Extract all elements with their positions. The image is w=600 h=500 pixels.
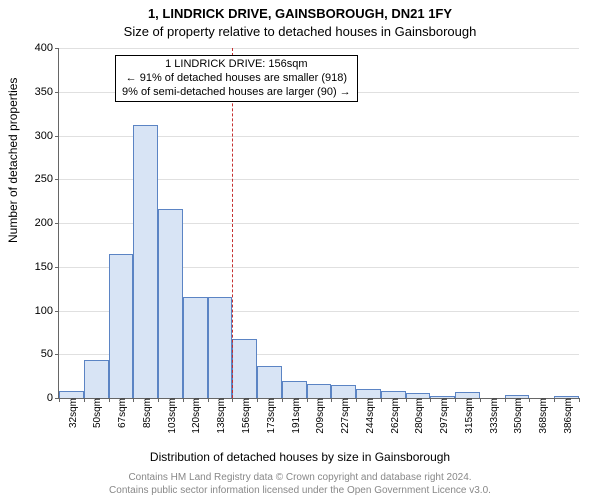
annotation-line: 1 LINDRICK DRIVE: 156sqm	[122, 58, 351, 72]
xtick-mark	[406, 398, 407, 402]
xtick-mark	[356, 398, 357, 402]
annotation-box: 1 LINDRICK DRIVE: 156sqm← 91% of detache…	[115, 55, 358, 102]
histogram-bar	[183, 297, 208, 398]
histogram-bar	[307, 384, 332, 398]
histogram-bar	[331, 385, 356, 398]
xtick-label: 368sqm	[538, 398, 549, 434]
annotation-line: ← 91% of detached houses are smaller (91…	[122, 72, 351, 86]
xtick-label: 138sqm	[216, 398, 227, 434]
histogram-bar	[282, 381, 307, 399]
xtick-label: 262sqm	[390, 398, 401, 434]
histogram-bar	[208, 297, 233, 398]
histogram-bar	[59, 391, 84, 398]
xtick-mark	[505, 398, 506, 402]
ytick-label: 200	[35, 217, 59, 229]
ytick-label: 100	[35, 305, 59, 317]
ytick-label: 50	[41, 348, 59, 360]
xtick-label: 280sqm	[414, 398, 425, 434]
xtick-mark	[158, 398, 159, 402]
attribution-line-1: Contains HM Land Registry data © Crown c…	[0, 472, 600, 483]
xtick-label: 191sqm	[291, 398, 302, 434]
ytick-label: 250	[35, 173, 59, 185]
xtick-mark	[257, 398, 258, 402]
histogram-bar	[158, 209, 183, 398]
xtick-mark	[331, 398, 332, 402]
xtick-mark	[59, 398, 60, 402]
gridline	[59, 48, 579, 49]
page-subtitle: Size of property relative to detached ho…	[0, 24, 600, 39]
xtick-mark	[554, 398, 555, 402]
histogram-bar	[133, 125, 158, 398]
xtick-mark	[84, 398, 85, 402]
xtick-mark	[455, 398, 456, 402]
xtick-label: 120sqm	[191, 398, 202, 434]
xtick-mark	[529, 398, 530, 402]
xtick-label: 156sqm	[241, 398, 252, 434]
xtick-label: 32sqm	[68, 398, 79, 428]
xtick-mark	[282, 398, 283, 402]
ytick-label: 0	[47, 392, 59, 404]
ytick-label: 350	[35, 86, 59, 98]
xtick-mark	[183, 398, 184, 402]
xtick-label: 315sqm	[464, 398, 475, 434]
xtick-mark	[579, 398, 580, 402]
histogram-bar	[84, 360, 109, 399]
attribution-line-2: Contains public sector information licen…	[0, 485, 600, 496]
y-axis-label: Number of detached properties	[6, 78, 20, 243]
xtick-label: 244sqm	[365, 398, 376, 434]
histogram-bar	[109, 254, 134, 398]
xtick-mark	[232, 398, 233, 402]
xtick-mark	[430, 398, 431, 402]
xtick-mark	[480, 398, 481, 402]
page-title: 1, LINDRICK DRIVE, GAINSBOROUGH, DN21 1F…	[0, 6, 600, 21]
xtick-label: 350sqm	[513, 398, 524, 434]
histogram-bar	[232, 339, 257, 398]
xtick-label: 173sqm	[266, 398, 277, 434]
annotation-line: 9% of semi-detached houses are larger (9…	[122, 86, 351, 100]
xtick-mark	[307, 398, 308, 402]
xtick-label: 67sqm	[117, 398, 128, 428]
histogram-bar	[356, 389, 381, 398]
xtick-label: 209sqm	[315, 398, 326, 434]
histogram-bar	[257, 366, 282, 398]
ytick-label: 150	[35, 261, 59, 273]
xtick-mark	[109, 398, 110, 402]
x-axis-label: Distribution of detached houses by size …	[0, 450, 600, 464]
xtick-label: 227sqm	[340, 398, 351, 434]
xtick-label: 103sqm	[167, 398, 178, 434]
xtick-mark	[381, 398, 382, 402]
histogram-bar	[381, 391, 406, 398]
xtick-mark	[208, 398, 209, 402]
xtick-label: 50sqm	[92, 398, 103, 428]
xtick-mark	[133, 398, 134, 402]
xtick-label: 333sqm	[489, 398, 500, 434]
xtick-label: 386sqm	[563, 398, 574, 434]
ytick-label: 400	[35, 42, 59, 54]
ytick-label: 300	[35, 130, 59, 142]
xtick-label: 297sqm	[439, 398, 450, 434]
xtick-label: 85sqm	[142, 398, 153, 428]
